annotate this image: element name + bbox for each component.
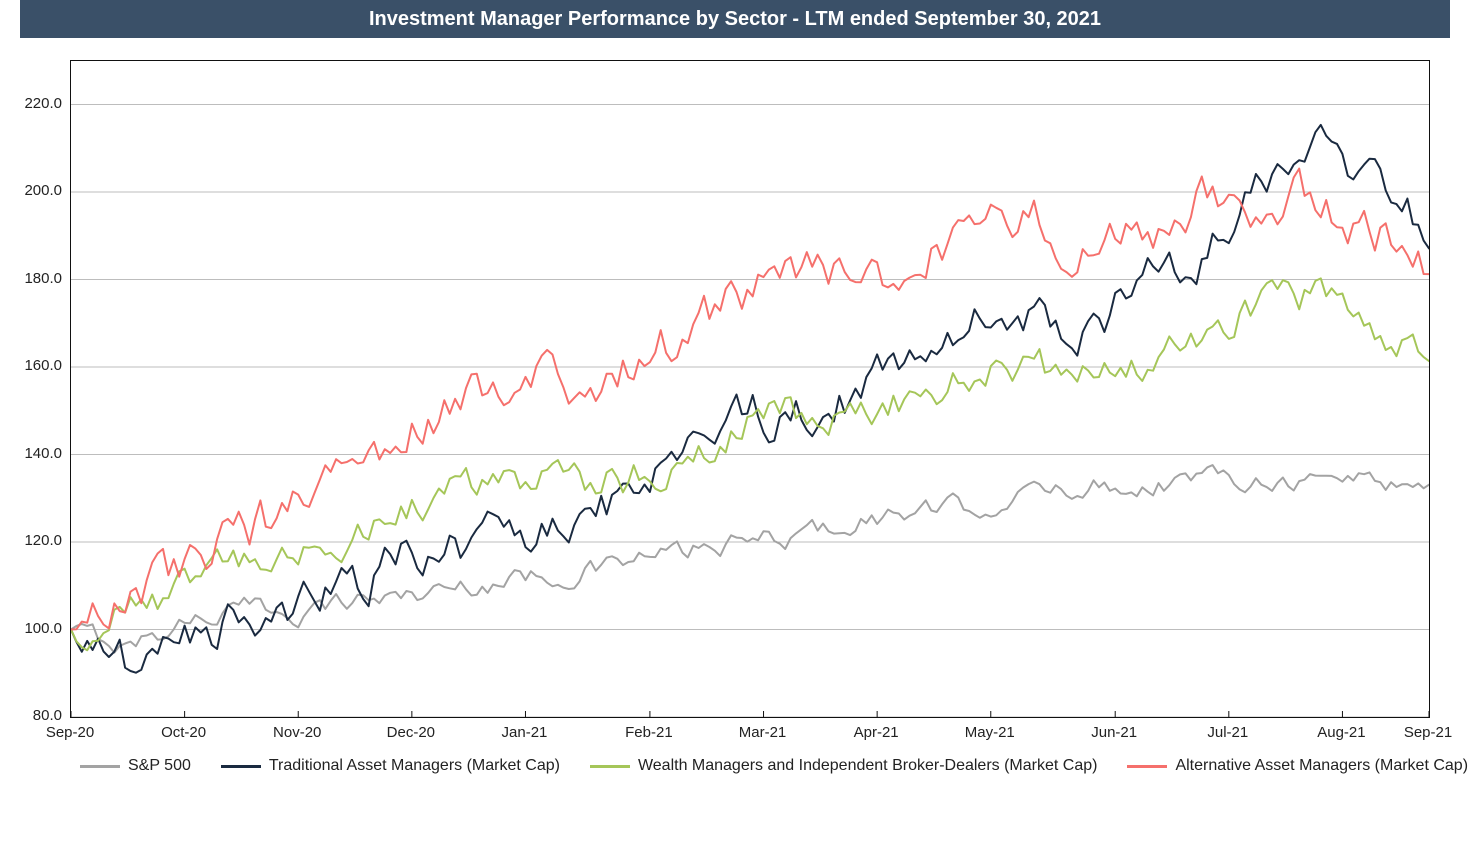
y-tick-label: 180.0 <box>20 270 62 287</box>
y-tick-label: 140.0 <box>20 445 62 462</box>
x-tick-label: Aug-21 <box>1311 724 1371 741</box>
legend-item-alt: Alternative Asset Managers (Market Cap) <box>1127 757 1468 775</box>
y-tick-label: 80.0 <box>20 707 62 724</box>
plot-area <box>70 60 1430 718</box>
y-tick-label: 120.0 <box>20 532 62 549</box>
chart-svg <box>71 61 1429 717</box>
x-tick-label: Mar-21 <box>733 724 793 741</box>
x-tick-label: Sep-21 <box>1398 724 1458 741</box>
x-tick-label: May-21 <box>960 724 1020 741</box>
x-tick-label: Jul-21 <box>1198 724 1258 741</box>
x-tick-label: Dec-20 <box>381 724 441 741</box>
legend-label: S&P 500 <box>128 757 191 775</box>
y-tick-label: 200.0 <box>20 182 62 199</box>
legend: S&P 500 Traditional Asset Managers (Marke… <box>80 752 1430 780</box>
x-tick-label: Nov-20 <box>267 724 327 741</box>
chart-title-text: Investment Manager Performance by Sector… <box>369 8 1101 31</box>
x-tick-label: Jan-21 <box>494 724 554 741</box>
legend-item-trad: Traditional Asset Managers (Market Cap) <box>221 757 560 775</box>
legend-label: Wealth Managers and Independent Broker-D… <box>638 757 1098 775</box>
y-tick-label: 220.0 <box>20 95 62 112</box>
series-sp500 <box>71 465 1429 652</box>
x-tick-label: Oct-20 <box>154 724 214 741</box>
legend-label: Alternative Asset Managers (Market Cap) <box>1175 757 1468 775</box>
legend-item-sp500: S&P 500 <box>80 757 191 775</box>
legend-swatch-wealth <box>590 765 630 768</box>
plot-container: 80.0100.0120.0140.0160.0180.0200.0220.0 … <box>20 50 1450 788</box>
page-root: Investment Manager Performance by Sector… <box>0 0 1470 848</box>
x-tick-label: Feb-21 <box>619 724 679 741</box>
x-tick-label: Sep-20 <box>40 724 100 741</box>
series-trad <box>71 125 1429 673</box>
y-tick-label: 100.0 <box>20 620 62 637</box>
series-alt <box>71 169 1429 630</box>
legend-swatch-sp500 <box>80 765 120 768</box>
legend-swatch-alt <box>1127 765 1167 768</box>
chart-title-bar: Investment Manager Performance by Sector… <box>20 0 1450 38</box>
x-tick-label: Jun-21 <box>1084 724 1144 741</box>
y-tick-label: 160.0 <box>20 357 62 374</box>
legend-item-wealth: Wealth Managers and Independent Broker-D… <box>590 757 1098 775</box>
x-tick-label: Apr-21 <box>846 724 906 741</box>
legend-swatch-trad <box>221 765 261 768</box>
legend-label: Traditional Asset Managers (Market Cap) <box>269 757 560 775</box>
series-wealth <box>71 278 1429 650</box>
